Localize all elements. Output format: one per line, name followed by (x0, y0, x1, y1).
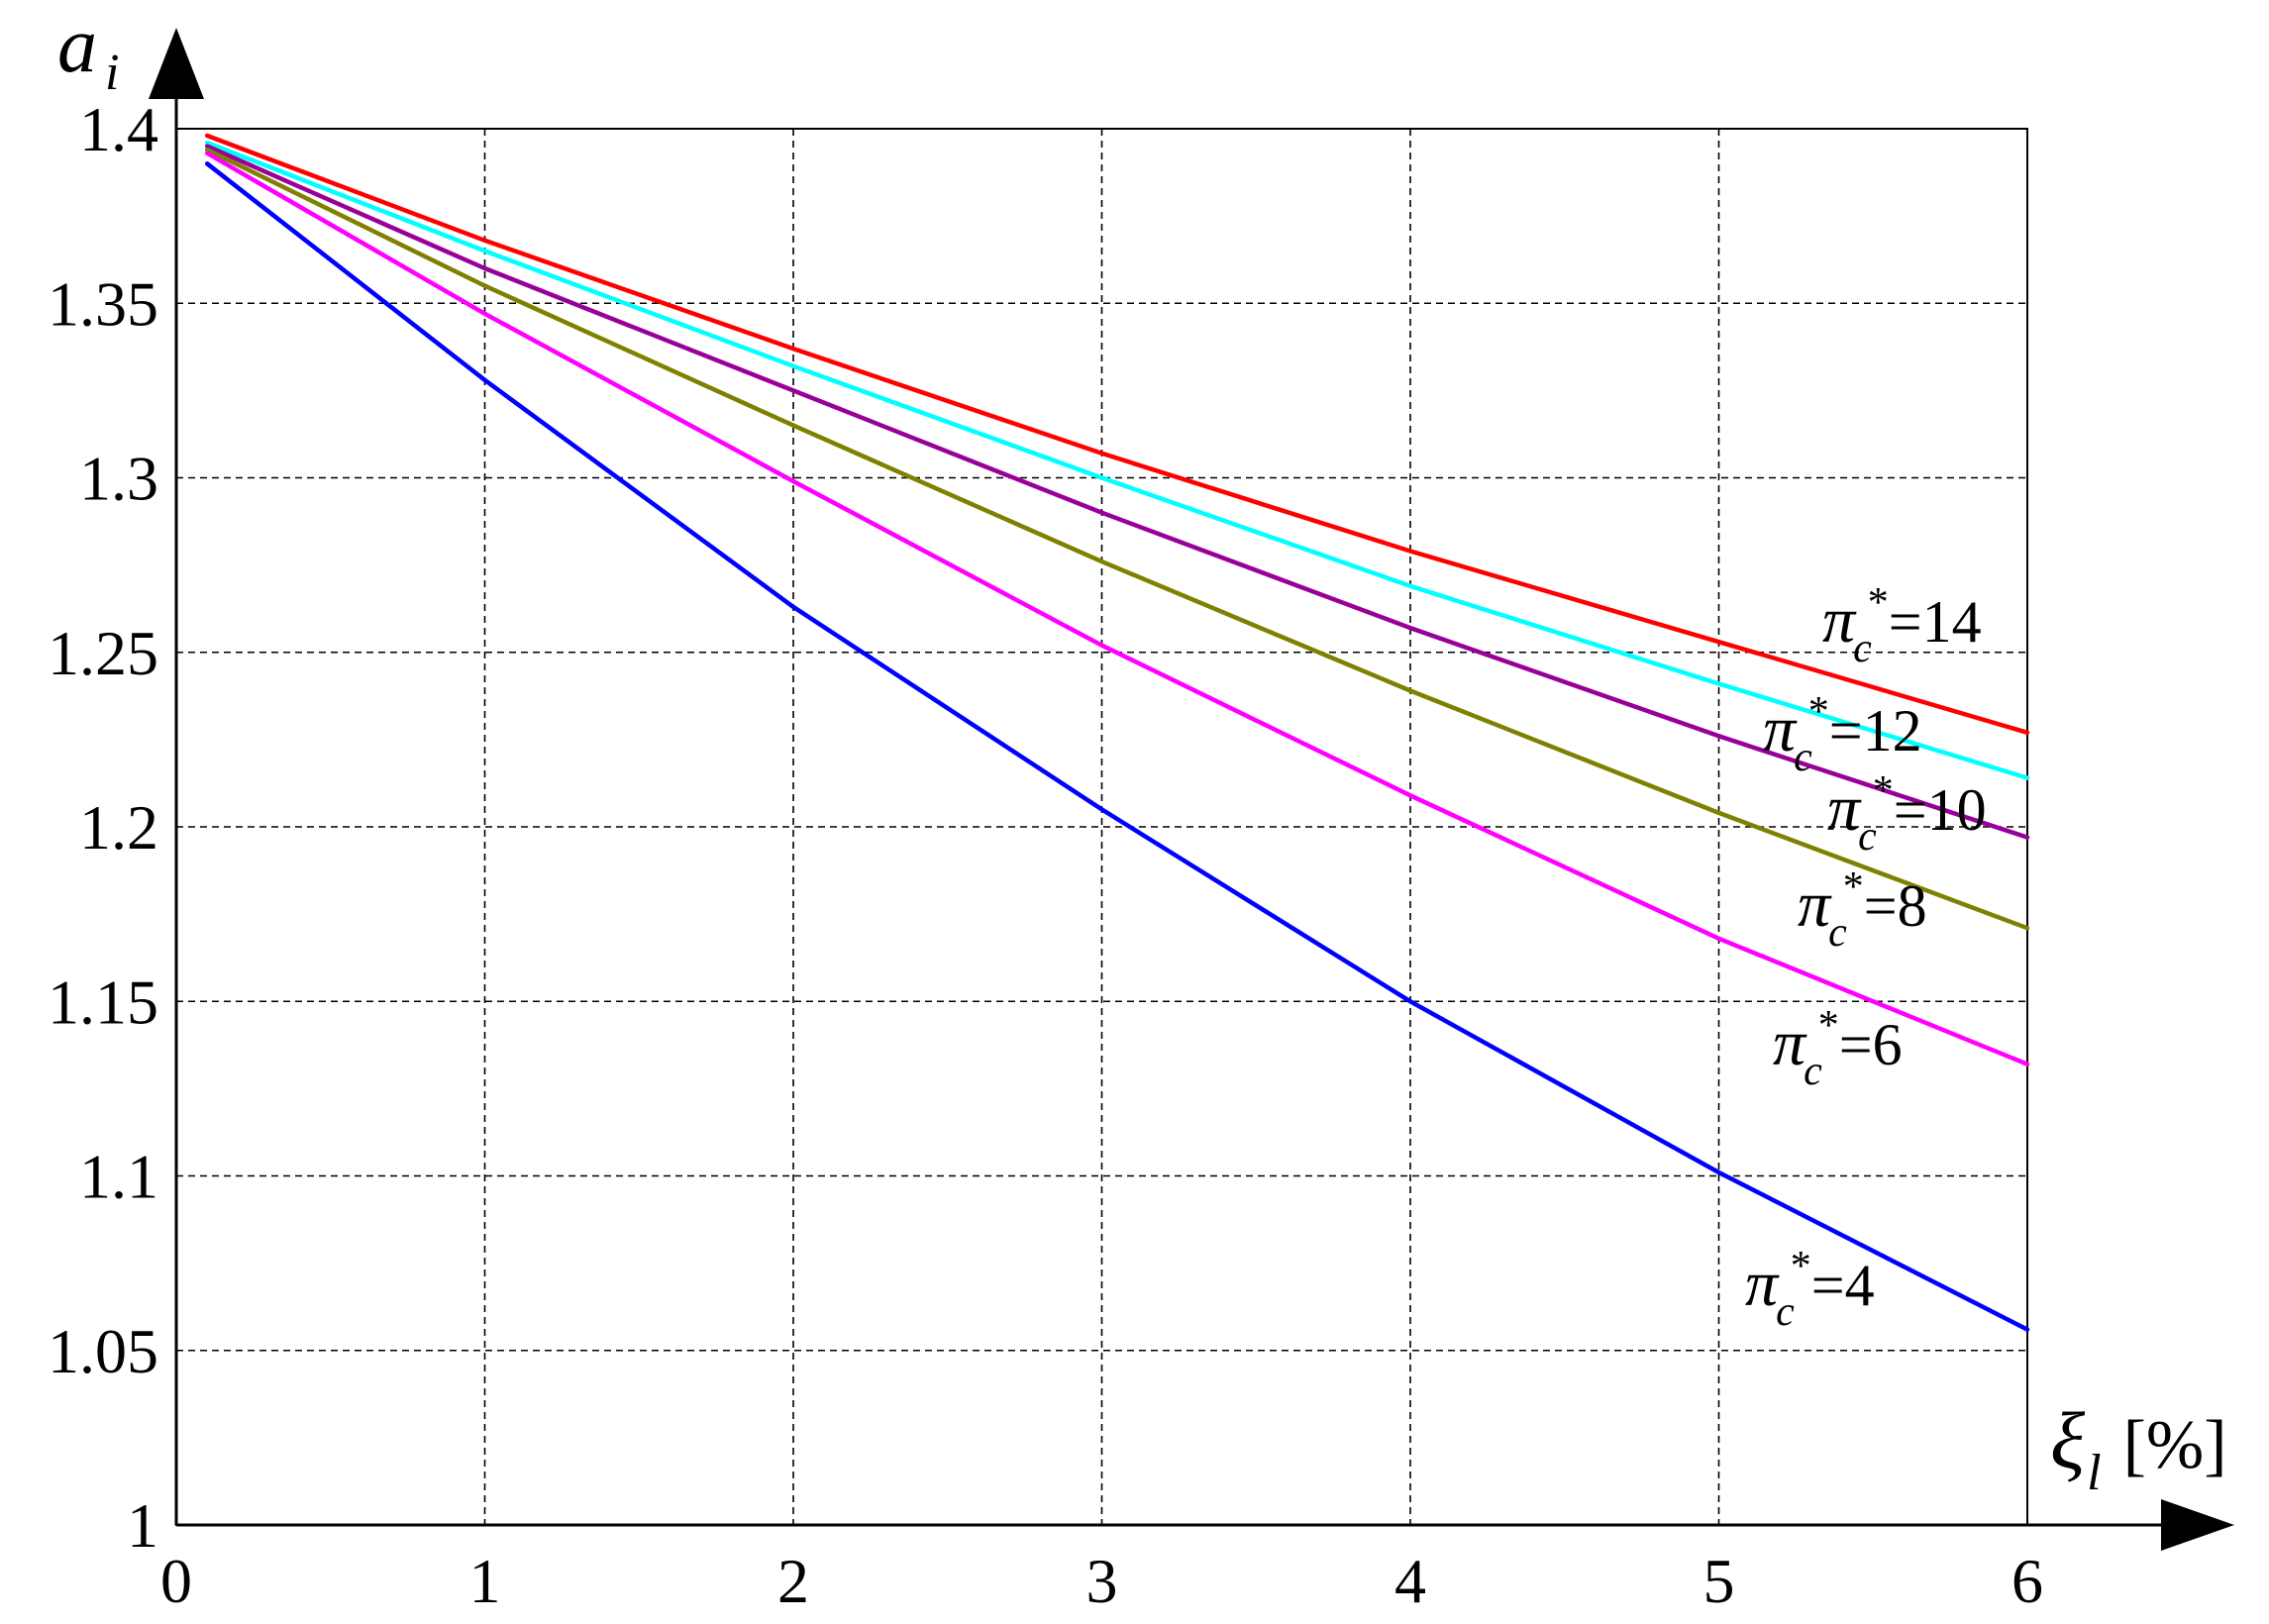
y-tick-label: 1 (127, 1490, 158, 1561)
y-tick-label: 1.35 (48, 268, 158, 339)
x-tick-label: 3 (1086, 1546, 1118, 1616)
y-axis-arrow (149, 28, 204, 99)
series-label-3: πc*=8 (1798, 864, 1927, 956)
series-line-2 (204, 144, 2030, 840)
y-tick-label: 1.4 (79, 94, 158, 164)
series-line-4 (204, 151, 2030, 1066)
tick-labels: 0 1 2 3 4 5 611.051.11.151.21.251.31.351.4 (48, 94, 2043, 1616)
series-label-2: πc*=10 (1827, 768, 1987, 860)
x-tick-label: 1 (469, 1546, 501, 1616)
series-line-3 (204, 147, 2030, 931)
series-line-1 (204, 140, 2030, 780)
y-tick-label: 1.1 (79, 1142, 158, 1212)
x-tick-label: 4 (1394, 1546, 1426, 1616)
series-label-0: πc*=14 (1822, 580, 1982, 671)
x-tick-label: 6 (2011, 1546, 2043, 1616)
series-label-1: πc*=12 (1763, 689, 1922, 780)
series-lines (204, 133, 2030, 1332)
axis-titles: a i ξl [%] (57, 2, 2227, 1501)
x-tick-label: 2 (777, 1546, 809, 1616)
x-tick-label: 5 (1703, 1546, 1735, 1616)
y-tick-label: 1.3 (79, 444, 158, 514)
series-label-5: πc*=4 (1745, 1244, 1875, 1335)
y-tick-label: 1.15 (48, 966, 158, 1037)
x-axis-title: ξl [%] (2050, 1395, 2227, 1501)
series-line-5 (204, 161, 2030, 1332)
series-line-0 (204, 133, 2030, 736)
series-label-4: πc*=6 (1773, 1003, 1903, 1094)
y-tick-label: 1.2 (79, 792, 158, 863)
x-axis-arrow (2161, 1499, 2234, 1551)
grid (176, 129, 2027, 1525)
axes (149, 28, 2234, 1551)
y-tick-label: 1.05 (48, 1316, 158, 1386)
y-tick-label: 1.25 (48, 618, 158, 688)
x-tick-label: 0 (160, 1546, 192, 1616)
